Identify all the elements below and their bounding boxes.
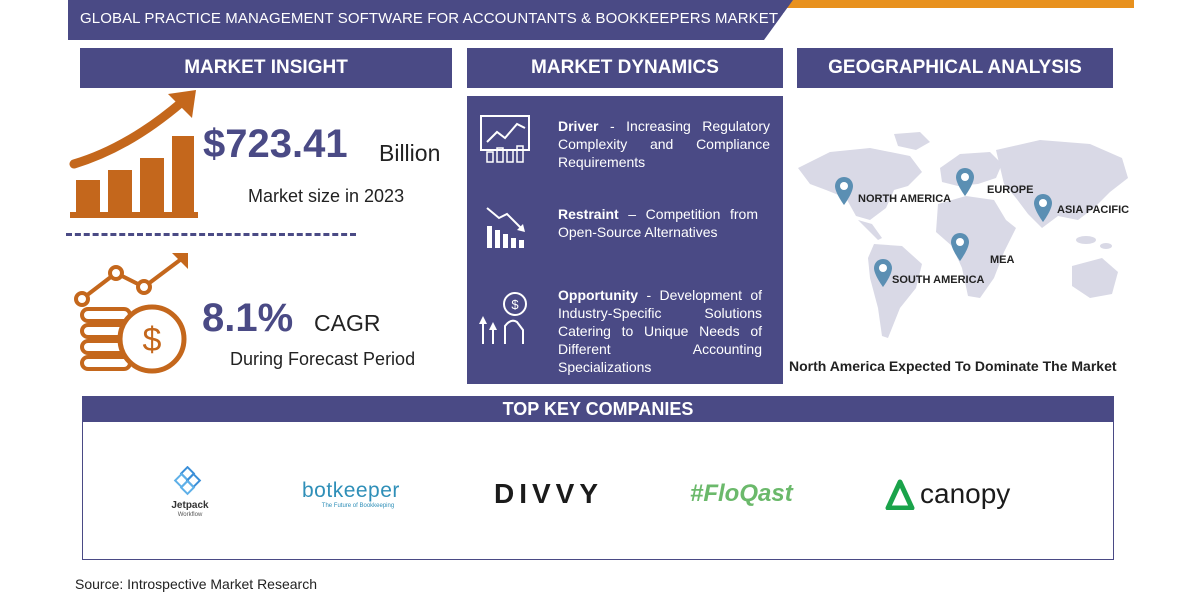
orange-accent-bar — [760, 0, 1134, 8]
cagr-value: 8.1% — [202, 296, 294, 340]
report-title: GLOBAL PRACTICE MANAGEMENT SOFTWARE FOR … — [80, 10, 845, 27]
south-america-pin-icon — [874, 259, 892, 287]
region-label-south-america: SOUTH AMERICA — [892, 274, 985, 286]
restraint-label: Restraint — [558, 206, 619, 222]
driver-description: - Increasing Regulatory Complexity and C… — [558, 118, 770, 170]
botkeeper-logo: botkeeper The Future of Bookkeeping — [302, 479, 414, 510]
divvy-logo: DIVVY — [494, 478, 604, 509]
north-america-pin-icon — [835, 177, 853, 205]
title-banner — [68, 0, 793, 40]
cagr-caption: During Forecast Period — [230, 349, 416, 369]
asia-pacific-pin-icon — [1034, 194, 1052, 222]
geo-caption: North America Expected To Dominate The M… — [789, 358, 1117, 374]
canopy-mark-icon — [885, 479, 915, 510]
restraint-decline-icon — [486, 207, 525, 248]
jetpack-tagline: Workflow — [177, 512, 203, 518]
cagr-unit: CAGR — [314, 310, 381, 336]
market-insight-header: MARKET INSIGHT — [80, 48, 452, 88]
jetpack-mark-icon — [173, 465, 202, 496]
europe-pin-icon — [956, 168, 974, 196]
opportunity-label: Opportunity — [558, 287, 639, 303]
dashed-divider — [66, 233, 356, 236]
restraint-description: – Competition from Open-Source Alternati… — [558, 206, 758, 240]
market-size-value: $723.41 — [203, 122, 348, 166]
market-dynamics-header: MARKET DYNAMICS — [467, 48, 783, 88]
opportunity-growth-icon: $ — [479, 292, 527, 344]
opportunity-text: Opportunity - Development of Industry-Sp… — [558, 286, 762, 376]
driver-text: Driver - Increasing Regulatory Complexit… — [558, 117, 770, 171]
top-key-companies-header: TOP KEY COMPANIES — [82, 396, 1114, 422]
market-size-caption: Market size in 2023 — [248, 186, 405, 206]
geographical-analysis-header: GEOGRAPHICAL ANALYSIS — [797, 48, 1113, 88]
money-growth-icon: $ — [74, 253, 188, 374]
region-label-north-america: NORTH AMERICA — [858, 193, 952, 205]
region-label-asia-pacific: ASIA PACIFIC — [1057, 204, 1130, 216]
market-size-unit: Billion — [379, 140, 441, 166]
source-note: Source: Introspective Market Research — [75, 576, 317, 592]
mea-pin-icon — [951, 233, 969, 261]
region-label-mea: MEA — [990, 254, 1015, 266]
driver-chart-icon — [480, 115, 530, 163]
companies-panel — [82, 420, 1114, 560]
jetpack-name: Jetpack — [171, 500, 209, 511]
svg-text:$: $ — [511, 297, 519, 312]
driver-label: Driver — [558, 118, 599, 134]
floqast-logo: #FloQast — [690, 480, 793, 507]
canopy-logo: canopy — [884, 476, 1010, 512]
botkeeper-tagline: The Future of Bookkeeping — [321, 503, 395, 509]
restraint-text: Restraint – Competition from Open-Source… — [558, 205, 758, 241]
canopy-name: canopy — [920, 478, 1011, 509]
region-label-europe: EUROPE — [987, 184, 1034, 196]
svg-text:$: $ — [143, 321, 162, 359]
jetpack-logo: Jetpack Workflow — [160, 465, 220, 518]
growth-chart-icon — [69, 90, 198, 218]
botkeeper-name: botkeeper — [302, 479, 400, 502]
opportunity-description: - Development of Industry-Specific Solut… — [558, 287, 762, 375]
